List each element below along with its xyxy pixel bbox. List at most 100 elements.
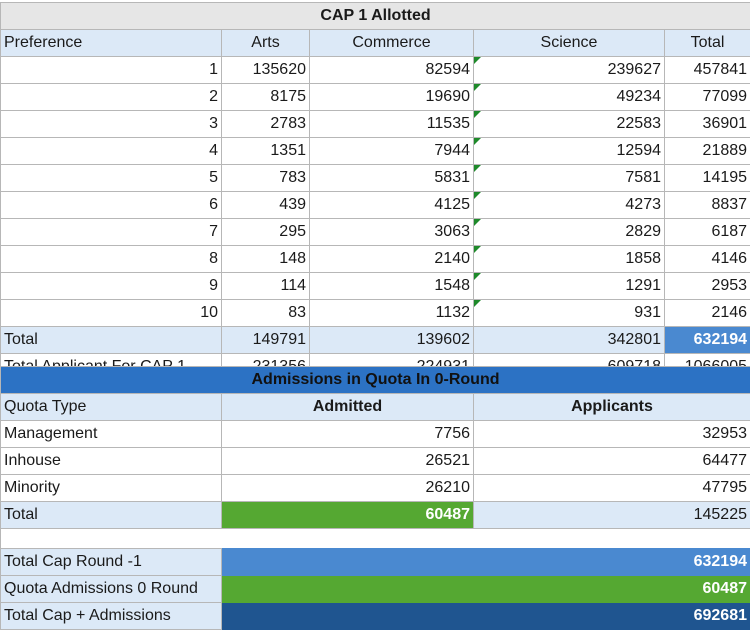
science-value: 931 xyxy=(474,300,665,327)
header-arts: Arts xyxy=(222,30,310,57)
science-value: 7581 xyxy=(474,165,665,192)
preference-number: 9 xyxy=(1,273,222,300)
summary-value: 632194 xyxy=(222,549,750,576)
science-value: 22583 xyxy=(474,111,665,138)
science-value: 49234 xyxy=(474,84,665,111)
science-value: 239627 xyxy=(474,57,665,84)
cap-total-label: Total xyxy=(1,327,222,354)
row-total: 2146 xyxy=(665,300,750,327)
quota-admitted: 26210 xyxy=(222,475,474,502)
header-admitted: Admitted xyxy=(222,394,474,421)
arts-value: 2783 xyxy=(222,111,310,138)
science-value: 1291 xyxy=(474,273,665,300)
summary-label: Total Cap + Admissions xyxy=(1,603,222,630)
quota-total-row: Total 60487 145225 xyxy=(1,502,750,529)
arts-value: 8175 xyxy=(222,84,310,111)
commerce-value: 11535 xyxy=(310,111,474,138)
quota-total-label: Total xyxy=(1,502,222,529)
preference-number: 5 xyxy=(1,165,222,192)
summary-value: 692681 xyxy=(222,603,750,630)
arts-value: 83 xyxy=(222,300,310,327)
quota-title: Admissions in Quota In 0-Round xyxy=(1,367,750,394)
summary-label: Total Cap Round -1 xyxy=(1,549,222,576)
cap-title-row: CAP 1 Allotted xyxy=(1,3,750,30)
quota-header-row: Quota Type Admitted Applicants xyxy=(1,394,750,421)
summary-label: Quota Admissions 0 Round xyxy=(1,576,222,603)
header-total: Total xyxy=(665,30,750,57)
row-total: 14195 xyxy=(665,165,750,192)
header-quota-type: Quota Type xyxy=(1,394,222,421)
arts-value: 148 xyxy=(222,246,310,273)
row-total: 21889 xyxy=(665,138,750,165)
commerce-value: 1132 xyxy=(310,300,474,327)
quota-applicants: 64477 xyxy=(474,448,750,475)
commerce-value: 1548 xyxy=(310,273,474,300)
science-value: 2829 xyxy=(474,219,665,246)
row-total: 8837 xyxy=(665,192,750,219)
row-total: 457841 xyxy=(665,57,750,84)
header-applicants: Applicants xyxy=(474,394,750,421)
row-total: 77099 xyxy=(665,84,750,111)
cap-total-commerce: 139602 xyxy=(310,327,474,354)
cap-total-arts: 149791 xyxy=(222,327,310,354)
quota-applicants: 32953 xyxy=(474,421,750,448)
arts-value: 439 xyxy=(222,192,310,219)
header-science: Science xyxy=(474,30,665,57)
quota-admitted: 26521 xyxy=(222,448,474,475)
preference-number: 1 xyxy=(1,57,222,84)
arts-value: 295 xyxy=(222,219,310,246)
science-value: 12594 xyxy=(474,138,665,165)
preference-number: 3 xyxy=(1,111,222,138)
quota-title-row: Admissions in Quota In 0-Round xyxy=(1,367,750,394)
quota-table: Admissions in Quota In 0-Round Quota Typ… xyxy=(0,366,750,556)
cap-total-row: Total 149791 139602 342801 632194 xyxy=(1,327,750,354)
row-total: 6187 xyxy=(665,219,750,246)
preference-number: 7 xyxy=(1,219,222,246)
quota-admitted: 7756 xyxy=(222,421,474,448)
preference-number: 4 xyxy=(1,138,222,165)
quota-type: Minority xyxy=(1,475,222,502)
commerce-value: 3063 xyxy=(310,219,474,246)
quota-type: Management xyxy=(1,421,222,448)
science-value: 1858 xyxy=(474,246,665,273)
arts-value: 1351 xyxy=(222,138,310,165)
preference-number: 8 xyxy=(1,246,222,273)
commerce-value: 19690 xyxy=(310,84,474,111)
commerce-value: 5831 xyxy=(310,165,474,192)
arts-value: 783 xyxy=(222,165,310,192)
summary-value: 60487 xyxy=(222,576,750,603)
cap-allotted-table: CAP 1 Allotted Preference Arts Commerce … xyxy=(0,2,750,381)
commerce-value: 7944 xyxy=(310,138,474,165)
quota-applicants: 47795 xyxy=(474,475,750,502)
cap-title: CAP 1 Allotted xyxy=(1,3,750,30)
cap-header-row: Preference Arts Commerce Science Total xyxy=(1,30,750,57)
row-total: 2953 xyxy=(665,273,750,300)
commerce-value: 4125 xyxy=(310,192,474,219)
quota-total-admitted: 60487 xyxy=(222,502,474,529)
preference-number: 6 xyxy=(1,192,222,219)
quota-total-applicants: 145225 xyxy=(474,502,750,529)
preference-number: 10 xyxy=(1,300,222,327)
quota-type: Inhouse xyxy=(1,448,222,475)
header-commerce: Commerce xyxy=(310,30,474,57)
cap-grand-total: 632194 xyxy=(665,327,750,354)
row-total: 4146 xyxy=(665,246,750,273)
preference-number: 2 xyxy=(1,84,222,111)
